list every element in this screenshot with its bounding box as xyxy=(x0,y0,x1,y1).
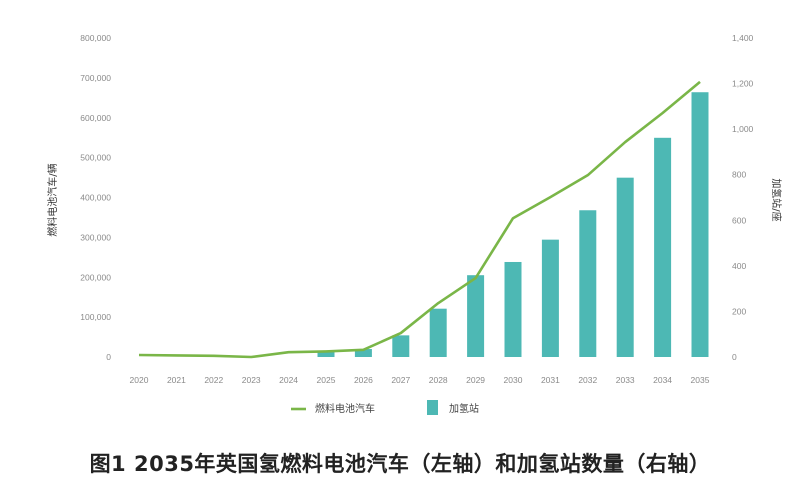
y-tick-label: 300,000 xyxy=(80,232,111,242)
y-tick-label: 400,000 xyxy=(80,193,111,203)
bar-2026 xyxy=(354,349,372,357)
bar-2028 xyxy=(429,308,447,357)
y-tick-label: 600,000 xyxy=(80,113,111,123)
y2-tick-label: 1,000 xyxy=(732,124,754,134)
y2-tick-label: 1,200 xyxy=(732,79,754,89)
x-tick-label: 2034 xyxy=(653,375,672,385)
y2-tick-label: 800 xyxy=(732,170,746,180)
bar-2033 xyxy=(616,177,634,357)
y2-axis-label: 加氢站/座 xyxy=(770,178,783,221)
bar-2034 xyxy=(654,137,672,357)
legend-bar-swatch xyxy=(427,400,438,415)
y2-tick-label: 0 xyxy=(732,352,737,362)
x-tick-label: 2033 xyxy=(616,375,635,385)
y2-tick-label: 600 xyxy=(732,215,746,225)
y2-tick-label: 400 xyxy=(732,261,746,271)
y-tick-label: 800,000 xyxy=(80,33,111,43)
y-tick-label: 0 xyxy=(106,352,111,362)
x-tick-label: 2026 xyxy=(354,375,373,385)
x-tick-label: 2032 xyxy=(578,375,597,385)
bar-2030 xyxy=(504,261,522,357)
x-tick-label: 2028 xyxy=(429,375,448,385)
x-tick-label: 2030 xyxy=(504,375,523,385)
combo-chart: 0 100,000 200,000 300,000 400,000 500,000 600,… xyxy=(46,33,783,415)
x-tick-label: 2023 xyxy=(242,375,261,385)
x-tick-label: 2025 xyxy=(317,375,336,385)
legend-bar-label: 加氢站 xyxy=(449,402,479,415)
chart-caption: 图1 2035年英国氢燃料电池汽车（左轴）和加氢站数量（右轴） xyxy=(89,452,711,476)
bar-2029 xyxy=(467,275,485,357)
x-tick-label: 2027 xyxy=(391,375,410,385)
bar-2027 xyxy=(392,335,410,357)
y-axis-label: 燃料电池汽车/辆 xyxy=(46,163,59,236)
x-tick-label: 2031 xyxy=(541,375,560,385)
y2-tick-label: 1,400 xyxy=(732,33,754,43)
bar-2031 xyxy=(541,239,559,357)
x-tick-label: 2021 xyxy=(167,375,186,385)
bar-2035 xyxy=(691,92,709,357)
y-tick-label: 100,000 xyxy=(80,312,111,322)
legend-line-label: 燃料电池汽车 xyxy=(315,402,375,415)
y2-tick-label: 200 xyxy=(732,306,746,316)
bar-2025 xyxy=(317,351,335,357)
x-tick-label: 2029 xyxy=(466,375,485,385)
x-tick-label: 2035 xyxy=(691,375,710,385)
y-tick-label: 700,000 xyxy=(80,73,111,83)
y-tick-label: 500,000 xyxy=(80,153,111,163)
line-series xyxy=(138,80,701,359)
x-tick-label: 2024 xyxy=(279,375,298,385)
x-tick-label: 2020 xyxy=(130,375,149,385)
bar-2032 xyxy=(579,210,597,357)
y-tick-label: 200,000 xyxy=(80,272,111,282)
x-tick-label: 2022 xyxy=(204,375,223,385)
